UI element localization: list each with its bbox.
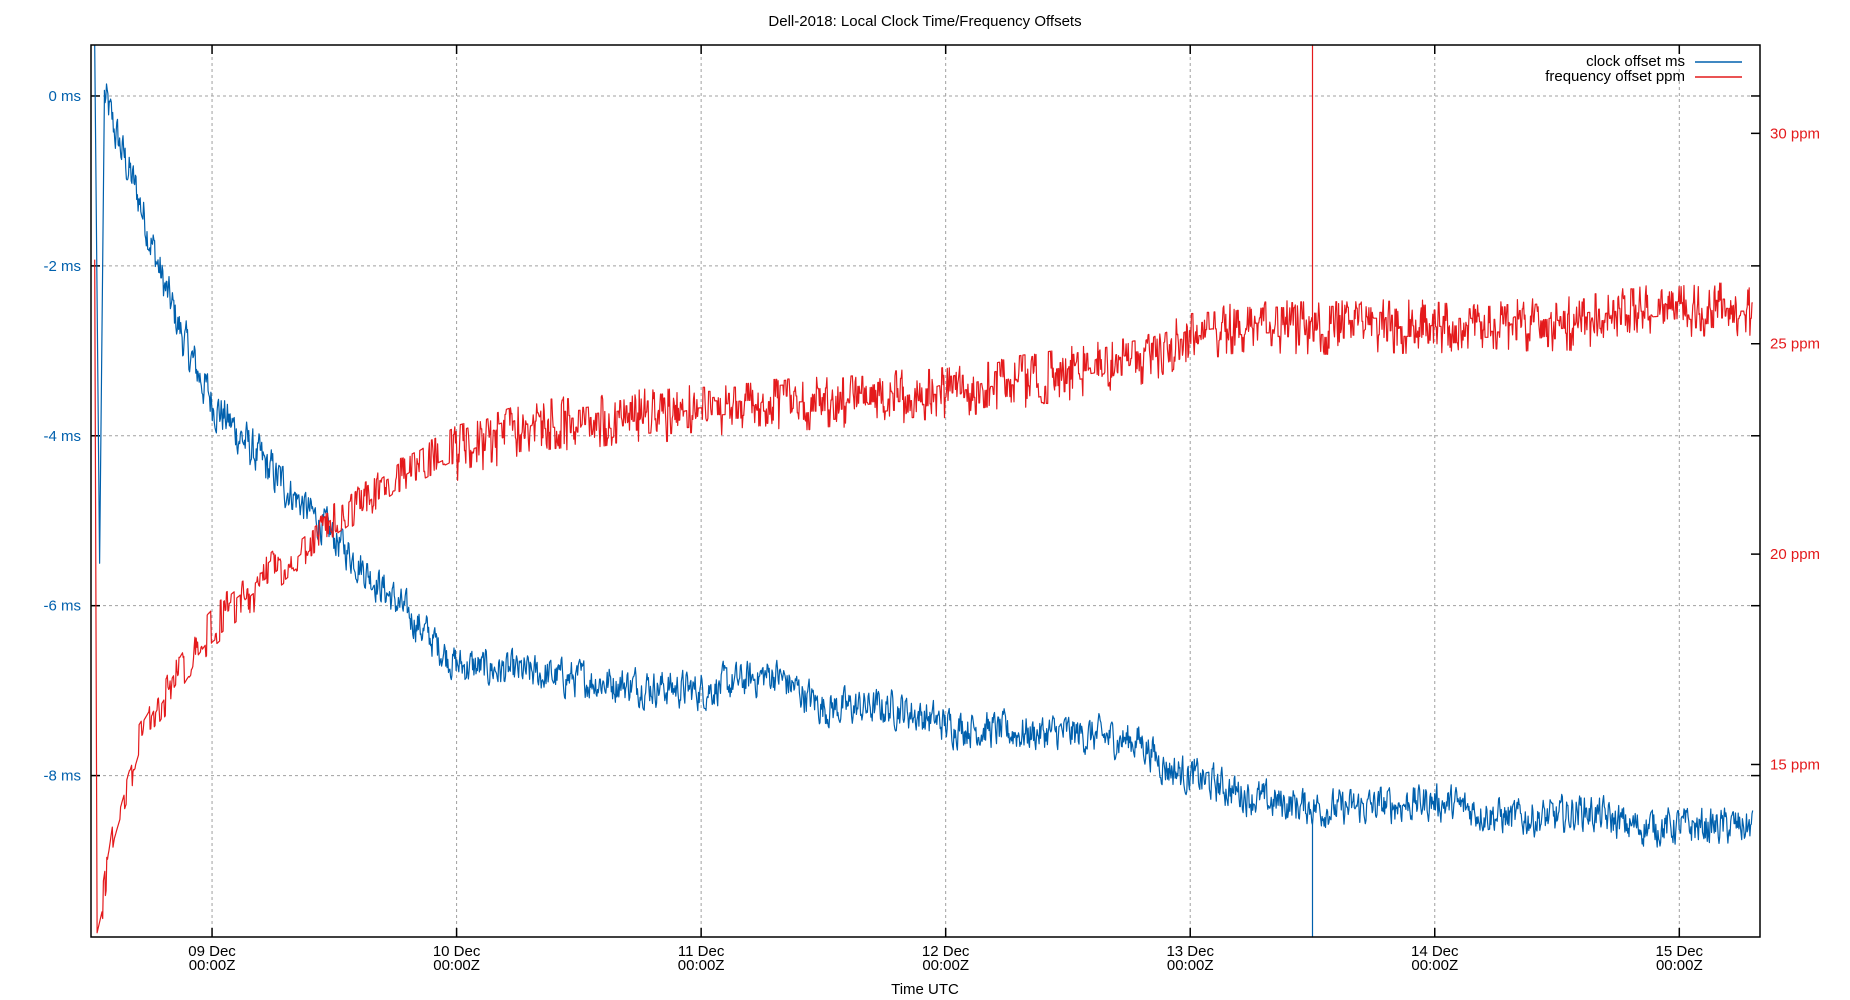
x-tick-label: 00:00Z bbox=[1167, 957, 1214, 974]
x-tick-label: 00:00Z bbox=[189, 957, 236, 974]
left-tick-label: 0 ms bbox=[48, 88, 81, 105]
left-tick-label: -2 ms bbox=[44, 258, 82, 275]
right-axis-ticks: 30 ppm 25 ppm 20 ppm 15 ppm bbox=[1751, 125, 1820, 773]
right-tick-label: 30 ppm bbox=[1770, 125, 1820, 142]
x-tick-label: 00:00Z bbox=[1411, 957, 1458, 974]
x-tick-label: 14 Dec bbox=[1411, 943, 1459, 960]
frequency-offset-line bbox=[94, 44, 1753, 934]
x-tick-label: 10 Dec bbox=[433, 943, 481, 960]
left-tick-label: -8 ms bbox=[44, 768, 82, 785]
plot-frame bbox=[90, 44, 1761, 938]
x-tick-label: 12 Dec bbox=[922, 943, 970, 960]
clock-offset-line bbox=[94, 44, 1754, 938]
left-tick-label: -4 ms bbox=[44, 428, 82, 445]
grid-lines bbox=[91, 45, 1760, 937]
legend-label-clock: clock offset ms bbox=[1586, 53, 1685, 70]
left-tick-label: -6 ms bbox=[44, 598, 82, 615]
right-tick-label: 25 ppm bbox=[1770, 336, 1820, 353]
legend-label-frequency: frequency offset ppm bbox=[1545, 68, 1685, 85]
x-tick-label: 13 Dec bbox=[1166, 943, 1214, 960]
right-tick-label: 20 ppm bbox=[1770, 546, 1820, 563]
x-tick-label: 00:00Z bbox=[433, 957, 480, 974]
right-tick-label: 15 ppm bbox=[1770, 756, 1820, 773]
plot-series bbox=[94, 44, 1754, 938]
x-tick-label: 15 Dec bbox=[1656, 943, 1704, 960]
x-tick-label: 00:00Z bbox=[922, 957, 969, 974]
chart-title: Dell-2018: Local Clock Time/Frequency Of… bbox=[768, 13, 1081, 30]
x-tick-label: 00:00Z bbox=[678, 957, 725, 974]
legend: clock offset ms frequency offset ppm bbox=[1545, 53, 1742, 85]
left-axis-ticks: 0 ms -2 ms -4 ms -6 ms -8 ms bbox=[44, 88, 1760, 785]
x-axis-label: Time UTC bbox=[891, 981, 959, 998]
x-tick-label: 11 Dec bbox=[678, 943, 725, 960]
x-tick-label: 09 Dec bbox=[188, 943, 236, 960]
x-tick-label: 00:00Z bbox=[1656, 957, 1703, 974]
